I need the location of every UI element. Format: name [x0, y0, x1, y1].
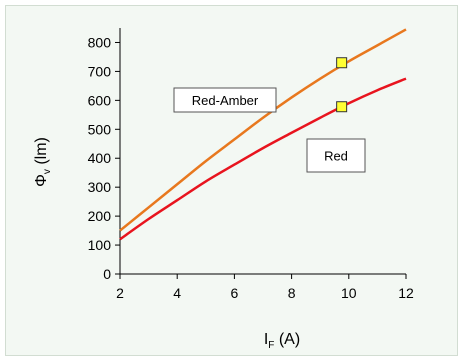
callout-label: Red [324, 149, 348, 164]
x-ticks: 2 4 6 8 10 12 [116, 274, 414, 301]
y-tick-label: 800 [88, 34, 112, 50]
callout-label: Red-Amber [192, 93, 259, 108]
callout-box [173, 87, 277, 113]
y-tick-label: 200 [88, 208, 112, 224]
y-tick-label: 0 [103, 266, 111, 282]
x-tick-label: 2 [116, 285, 124, 301]
y-tick-label: 300 [88, 179, 112, 195]
series-line-red-amber [119, 28, 407, 232]
data-marker [336, 57, 348, 69]
series-line-red [119, 77, 407, 241]
data-marker [336, 101, 348, 113]
data-markers [336, 57, 348, 113]
x-tick-label: 8 [288, 285, 296, 301]
series-lines [119, 28, 407, 241]
series-callouts: Red-Amber Red [173, 87, 366, 173]
y-axis-label: Φv (lm) [33, 137, 53, 187]
axes [119, 28, 406, 275]
chart-panel [5, 5, 458, 356]
y-tick-label: 500 [88, 121, 112, 137]
y-tick-label: 400 [88, 150, 112, 166]
x-tick-label: 10 [341, 285, 357, 301]
x-tick-label: 6 [231, 285, 239, 301]
y-ticks: 0 100 200 300 400 500 600 700 800 [88, 34, 120, 282]
y-tick-label: 100 [88, 237, 112, 253]
y-tick-label: 700 [88, 63, 112, 79]
y-tick-label: 600 [88, 92, 112, 108]
callout-box [306, 138, 366, 173]
x-axis-label: IF (A) [264, 331, 300, 351]
x-tick-label: 4 [173, 285, 181, 301]
x-tick-label: 12 [398, 285, 414, 301]
